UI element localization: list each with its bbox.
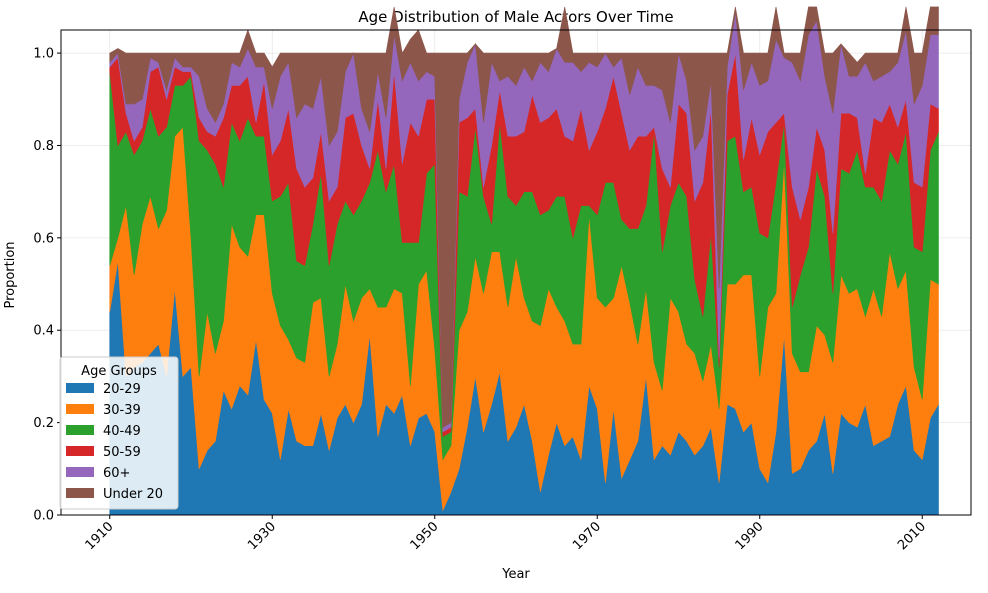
x-tick-label: 1970 [570,519,604,553]
legend-swatch-20-29 [66,383,94,393]
x-tick-label: 2010 [895,519,929,553]
y-tick-label: 0.6 [33,231,54,246]
x-tick-label: 1930 [245,519,279,553]
legend-label-under-20: Under 20 [103,487,163,502]
legend-swatch-30-39 [66,404,94,414]
legend-label-40-49: 40-49 [103,424,141,439]
y-axis-label: Proportion [3,241,18,308]
chart-title: Age Distribution of Male Actors Over Tim… [358,8,673,26]
legend: Age Groups 20-29 30-39 40-49 50-59 60+ Under 2… [59,356,179,510]
legend-swatch-40-49 [66,425,94,435]
legend-label-60-: 60+ [103,466,130,481]
legend-title: Age Groups [81,364,157,379]
legend-label-30-39: 30-39 [103,403,141,418]
x-tick-label: 1990 [733,519,767,553]
area-series-under-20 [109,6,939,428]
y-tick-label: 0.8 [33,139,54,154]
legend-label-50-59: 50-59 [103,445,141,460]
x-axis-label: Year [501,567,530,582]
y-tick-label: 0.4 [33,324,54,339]
area-layer [109,6,939,516]
legend-label-20-29: 20-29 [103,382,141,397]
legend-swatch-under-20 [66,488,94,498]
x-tick-label: 1950 [408,519,442,553]
plot-frame [60,29,972,516]
legend-swatch-50-59 [66,446,94,456]
y-tick-label: 1.0 [33,47,54,62]
y-tick-label: 0.0 [33,509,54,524]
y-tick-label: 0.2 [33,416,54,431]
legend-swatch-60- [66,467,94,477]
x-tick-label: 1910 [83,519,117,553]
